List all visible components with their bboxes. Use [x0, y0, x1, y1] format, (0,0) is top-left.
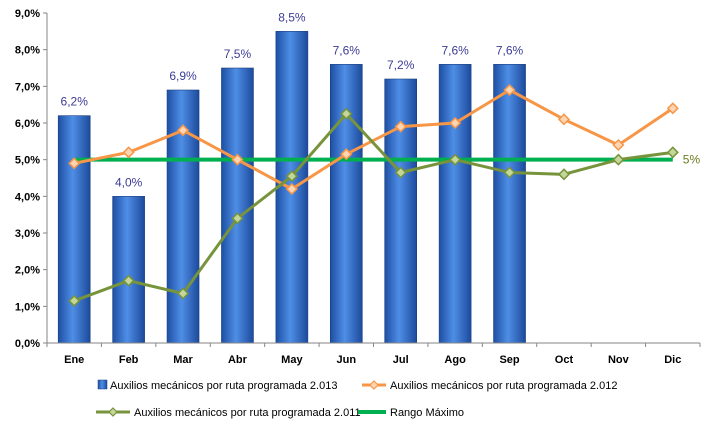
- bar-data-label: 7,5%: [224, 47, 252, 61]
- y-tick-label: 3,0%: [15, 228, 40, 240]
- series-2011-point: [285, 170, 298, 183]
- series-2011-point: [449, 153, 462, 166]
- series-2012-point: [231, 153, 244, 166]
- bar: [329, 64, 363, 344]
- bars-2013: [57, 31, 526, 344]
- y-tick-label: 0,0%: [15, 338, 40, 350]
- bar-data-label: 4,0%: [115, 175, 143, 189]
- bar-data-label: 7,6%: [441, 43, 469, 57]
- x-tick-label: Mar: [173, 354, 193, 366]
- series-2011-point: [122, 274, 135, 287]
- legend-swatch-2013: [97, 379, 108, 390]
- legend-label-2012: Auxilios mecánicos por ruta programada 2…: [390, 380, 617, 392]
- bar: [57, 115, 91, 344]
- y-tick-label: 7,0%: [15, 81, 40, 93]
- legend-label-rango-maximo: Rango Máximo: [390, 407, 464, 419]
- x-axis: Ene Feb Mar Abr May Jun Jul Ago Sep Oct Nov Dic: [46, 342, 701, 366]
- series-2012-point: [449, 116, 462, 130]
- x-tick-label: Sep: [499, 354, 519, 366]
- bar-data-labels: 6,2% 4,0% 6,9% 7,5% 8,5% 7,6% 7,2% 7,6% 7,6%: [61, 10, 524, 189]
- bar-data-label: 8,5%: [278, 10, 306, 24]
- bar-data-label: 6,9%: [169, 69, 197, 83]
- series-2011-point: [231, 212, 244, 225]
- series-2011-point: [612, 153, 625, 166]
- x-tick-label: Jul: [393, 354, 409, 366]
- legend-marker-2011: [108, 407, 118, 417]
- y-tick-label: 5,0%: [15, 155, 40, 167]
- series-2011-point: [340, 107, 353, 120]
- x-tick-label: Feb: [119, 354, 139, 366]
- bar-data-label: 7,2%: [387, 58, 415, 72]
- x-tick-label: Ene: [64, 354, 84, 366]
- x-tick-label: Jun: [337, 354, 357, 366]
- series-2011-point: [557, 168, 571, 181]
- legend-marker-2012: [369, 380, 379, 390]
- x-tick-label: Oct: [555, 354, 574, 366]
- series-2012-point: [285, 182, 298, 196]
- x-tick-label: May: [281, 354, 303, 366]
- legend-label-2011: Auxilios mecánicos por ruta programada 2…: [134, 407, 361, 419]
- y-tick-label: 6,0%: [15, 118, 40, 130]
- bar: [221, 67, 254, 344]
- x-tick-label: Ago: [444, 354, 466, 366]
- bar: [112, 196, 145, 344]
- line-series: 5%: [68, 83, 701, 307]
- series-2012-point: [557, 113, 571, 126]
- bar-data-label: 7,6%: [333, 43, 361, 57]
- series-2011-point: [394, 166, 407, 179]
- series-2011-point: [666, 146, 679, 159]
- series-2012-point: [122, 146, 135, 159]
- x-tick-label: Nov: [608, 354, 630, 366]
- series-2011-point: [176, 287, 190, 300]
- series-2012-line: [73, 88, 674, 191]
- y-tick-label: 8,0%: [15, 45, 40, 57]
- x-tick-label: Abr: [228, 354, 248, 366]
- rango-maximo-end-label: 5%: [683, 153, 701, 167]
- y-tick-label: 9,0%: [15, 8, 40, 20]
- x-tick-label: Dic: [664, 354, 681, 366]
- series-2011-point: [68, 294, 81, 307]
- legend: Auxilios mecánicos por ruta programada 2…: [96, 379, 617, 419]
- y-tick-label: 4,0%: [15, 191, 40, 203]
- series-2012-point: [68, 157, 81, 170]
- series-2012-point: [176, 124, 190, 137]
- bar: [384, 78, 418, 344]
- series-2012-point: [666, 102, 679, 115]
- bar-data-label: 6,2%: [61, 95, 89, 109]
- legend-label-2013: Auxilios mecánicos por ruta programada 2…: [110, 380, 337, 392]
- y-tick-label: 1,0%: [15, 301, 40, 313]
- series-2011-line: [73, 112, 673, 303]
- series-2012-point: [394, 120, 407, 133]
- series-2012-point: [612, 138, 625, 152]
- series-2011-point: [503, 166, 516, 179]
- y-axis: 0,0% 1,0% 2,0% 3,0% 4,0% 5,0% 6,0% 7,0% 8,0% 9,0%: [15, 8, 48, 350]
- bar: [493, 64, 526, 344]
- bar-data-label: 7,6%: [496, 43, 524, 57]
- bar: [438, 64, 472, 344]
- series-2012-point: [340, 148, 353, 161]
- series-2012-point: [503, 83, 516, 97]
- y-tick-label: 2,0%: [15, 265, 40, 277]
